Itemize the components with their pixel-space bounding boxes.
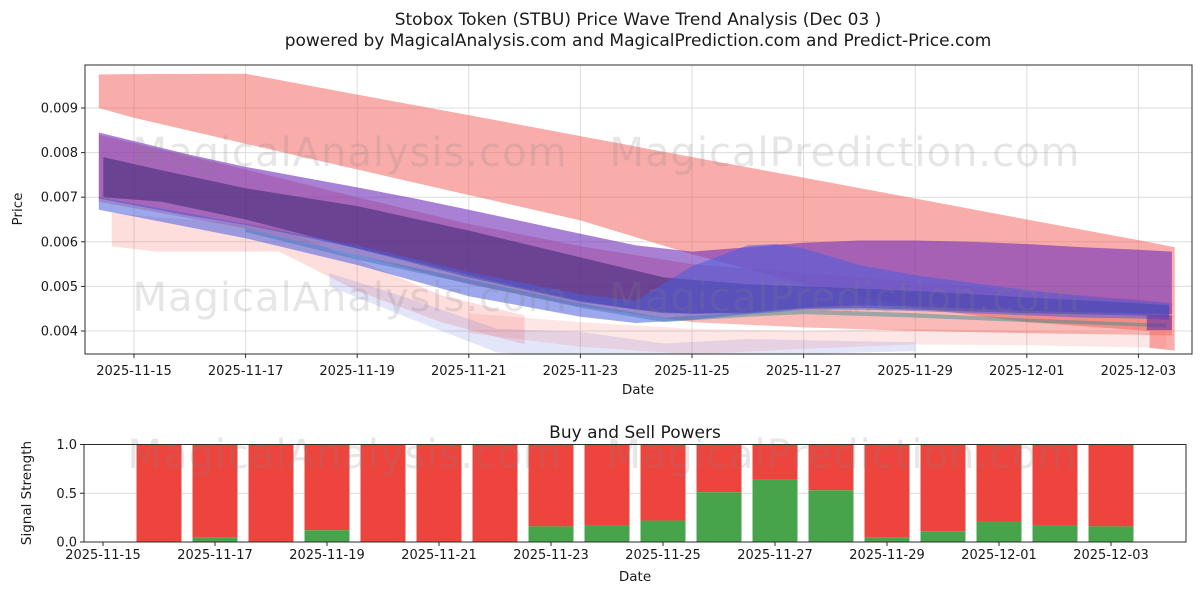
sell-power-bar [192,444,238,538]
price-ytick-label: 0.004 [41,325,78,340]
price-band-pink-faint-low [468,313,1167,354]
power-ytick-label: 1.0 [56,438,77,453]
price-xtick-label: 2025-11-21 [431,364,507,379]
buy-power-bar [1032,525,1078,542]
buy-power-bar [920,531,966,542]
price-ylabel: Price [10,193,26,226]
buy-power-bar [584,525,630,542]
power-ylabel: Signal Strength [19,441,35,545]
sell-power-bar [416,444,462,542]
power-chart-bars [136,444,1134,542]
buy-power-bar [976,521,1022,542]
price-xtick-label: 2025-11-27 [766,364,842,379]
watermark-prediction-row1: MagicalPrediction.com [610,130,1081,176]
sell-power-bar [920,444,966,532]
price-xtick-label: 2025-12-03 [1101,364,1177,379]
buy-power-bar [808,490,854,542]
buy-power-bar [640,520,686,542]
power-xtick-label: 2025-11-23 [513,548,589,563]
watermark-prediction-row3: MagicalPrediction.com [607,432,1078,478]
power-ytick-label: 0.0 [56,536,77,551]
price-band-blue-wave [98,197,1170,323]
power-ytick-label: 0.5 [56,487,77,502]
sell-power-bar [976,444,1022,522]
price-xtick-label: 2025-11-15 [96,364,172,379]
power-chart-axes: 2025-11-15 2025-11-17 2025-11-19 2025-11-21… [56,438,1148,563]
price-band-blue-faint-low [329,273,916,354]
watermark-analysis-row1: MagicalAnalysis.com [132,130,567,176]
price-chart: MagicalAnalysis.com MagicalPrediction.co… [10,64,1193,398]
price-chart-bands [98,73,1175,354]
buy-power-bar [696,492,742,542]
power-chart: Buy and Sell Powers MagicalAnalysis.com … [19,423,1187,585]
power-xtick-label: 2025-11-21 [401,548,477,563]
sell-power-bar [472,444,518,542]
buy-power-bar [192,537,238,542]
figure-title: Stobox Token (STBU) Price Wave Trend Ana… [395,10,882,30]
power-xtick-label: 2025-11-17 [177,548,253,563]
figure-subtitle: powered by MagicalAnalysis.com and Magic… [285,31,992,51]
watermark-analysis-row3: MagicalAnalysis.com [127,432,562,478]
sell-power-bar [808,444,854,491]
sell-power-bar [752,444,798,480]
price-xlabel: Date [622,382,654,398]
price-xtick-label: 2025-11-29 [877,364,953,379]
price-xtick-label: 2025-12-01 [989,364,1065,379]
price-ytick-label: 0.007 [41,191,78,206]
power-xlabel: Date [619,569,651,585]
price-ytick-label: 0.006 [41,235,78,250]
sell-power-bar [1032,444,1078,526]
buy-power-bar [304,530,350,542]
sell-power-bar [136,444,182,542]
price-xtick-label: 2025-11-23 [543,364,619,379]
sell-power-bar [864,444,910,538]
price-band-pink-faint-left [111,212,525,345]
price-chart-frame [84,64,1193,355]
sell-power-bar [248,444,294,542]
price-chart-axes: 2025-11-15 2025-11-17 2025-11-19 2025-11-21… [41,102,1176,380]
sell-power-bar [360,444,406,542]
price-ytick-label: 0.009 [41,102,78,117]
sell-power-bar [584,444,630,526]
price-xtick-label: 2025-11-19 [319,364,395,379]
power-xtick-label: 2025-12-03 [1073,548,1149,563]
watermark-analysis-row2: MagicalAnalysis.com [132,275,567,321]
power-chart-title: Buy and Sell Powers [549,423,721,443]
power-chart-frame [83,444,1187,543]
price-ytick-label: 0.008 [41,146,78,161]
power-xtick-label: 2025-11-27 [737,548,813,563]
power-xtick-label: 2025-11-29 [849,548,925,563]
power-xtick-label: 2025-11-15 [65,548,141,563]
buy-power-bar [528,526,574,542]
buy-power-bar [752,479,798,542]
power-xtick-label: 2025-11-25 [625,548,701,563]
buy-power-bar [1088,526,1134,542]
buy-power-bar [864,537,910,542]
price-ytick-label: 0.005 [41,280,78,295]
sell-power-bar [640,444,686,521]
price-band-purple-wave [98,132,1172,315]
price-band-purple-end-step [1146,315,1172,331]
sell-power-bar [1088,444,1134,527]
price-xtick-label: 2025-11-25 [654,364,730,379]
price-xtick-label: 2025-11-17 [208,364,284,379]
power-xtick-label: 2025-12-01 [961,548,1037,563]
sell-power-bar [304,444,350,531]
power-xtick-label: 2025-11-19 [289,548,365,563]
sell-power-bar [528,444,574,527]
watermark-prediction-row2: MagicalPrediction.com [610,275,1081,321]
sell-power-bar [696,444,742,493]
